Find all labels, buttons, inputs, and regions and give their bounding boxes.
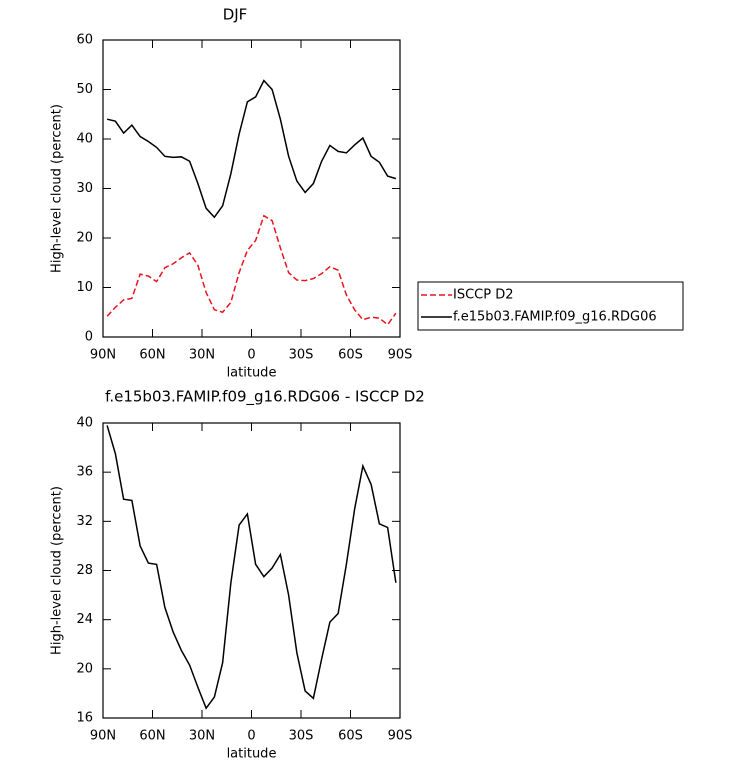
legend-label: f.e15b03.FAMIP.f09_g16.RDG06 [453, 310, 657, 325]
y-tick-label: 24 [76, 612, 93, 627]
x-tick-label: 90N [90, 729, 116, 744]
y-tick-label: 40 [76, 416, 93, 431]
data-line [106, 425, 397, 710]
y-tick-label: 32 [76, 514, 93, 529]
y-axis-label: High-level cloud (percent) [50, 486, 65, 655]
y-tick-label: 40 [76, 132, 93, 147]
legend-label: ISCCP D2 [453, 288, 514, 303]
x-tick-label: 90N [90, 348, 116, 363]
y-axis-label: High-level cloud (percent) [50, 104, 65, 273]
x-axis-label: latitude [227, 747, 277, 762]
x-axis-label: latitude [227, 366, 277, 381]
y-tick-label: 20 [76, 231, 93, 246]
x-tick-label: 0 [247, 348, 255, 363]
x-tick-label: 30N [189, 348, 215, 363]
x-tick-label: 90S [388, 348, 413, 363]
y-tick-label: 10 [76, 280, 93, 295]
x-tick-label: 60N [139, 348, 165, 363]
y-tick-label: 36 [76, 465, 93, 480]
y-tick-label: 30 [76, 181, 93, 196]
x-tick-label: 60S [338, 348, 363, 363]
y-tick-label: 60 [76, 33, 93, 48]
y-tick-label: 28 [76, 563, 93, 578]
x-tick-label: 30S [289, 729, 314, 744]
x-tick-label: 60N [139, 729, 165, 744]
plot-frame [102, 422, 401, 719]
data-line [106, 79, 397, 219]
x-tick-label: 90S [388, 729, 413, 744]
y-tick-label: 20 [76, 661, 93, 676]
chart-title: DJF [223, 6, 248, 24]
x-tick-label: 30N [189, 729, 215, 744]
data-line [106, 214, 397, 326]
legend-box [417, 281, 684, 331]
x-tick-label: 0 [247, 729, 255, 744]
y-tick-label: 50 [76, 82, 93, 97]
y-tick-label: 0 [85, 330, 93, 345]
x-tick-label: 30S [289, 348, 314, 363]
y-tick-label: 16 [76, 711, 93, 726]
plot-frame [102, 39, 401, 338]
x-tick-label: 60S [338, 729, 363, 744]
chart-title: f.e15b03.FAMIP.f09_g16.RDG06 - ISCCP D2 [105, 388, 425, 407]
